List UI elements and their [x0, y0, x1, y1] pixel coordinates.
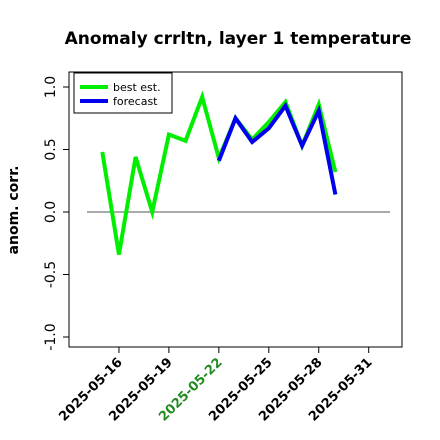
y-tick-label: 1.0	[43, 76, 59, 98]
series-line	[100, 90, 338, 255]
y-tick-label: -0.5	[43, 261, 59, 288]
y-tick-label: 0.5	[43, 138, 59, 160]
plot-frame	[68, 71, 403, 348]
legend-label: best est.	[113, 81, 161, 94]
y-tick-label: -1.0	[43, 323, 59, 350]
legend-box	[73, 72, 173, 114]
y-axis-label: anom. corr.	[6, 166, 22, 255]
legend: best est.forecast	[73, 72, 173, 114]
legend-label: forecast	[113, 95, 158, 108]
y-tick-label: 0.0	[43, 201, 59, 223]
series-line	[216, 101, 338, 195]
chart-title: Anomaly crrltn, layer 1 temperature	[65, 29, 412, 49]
